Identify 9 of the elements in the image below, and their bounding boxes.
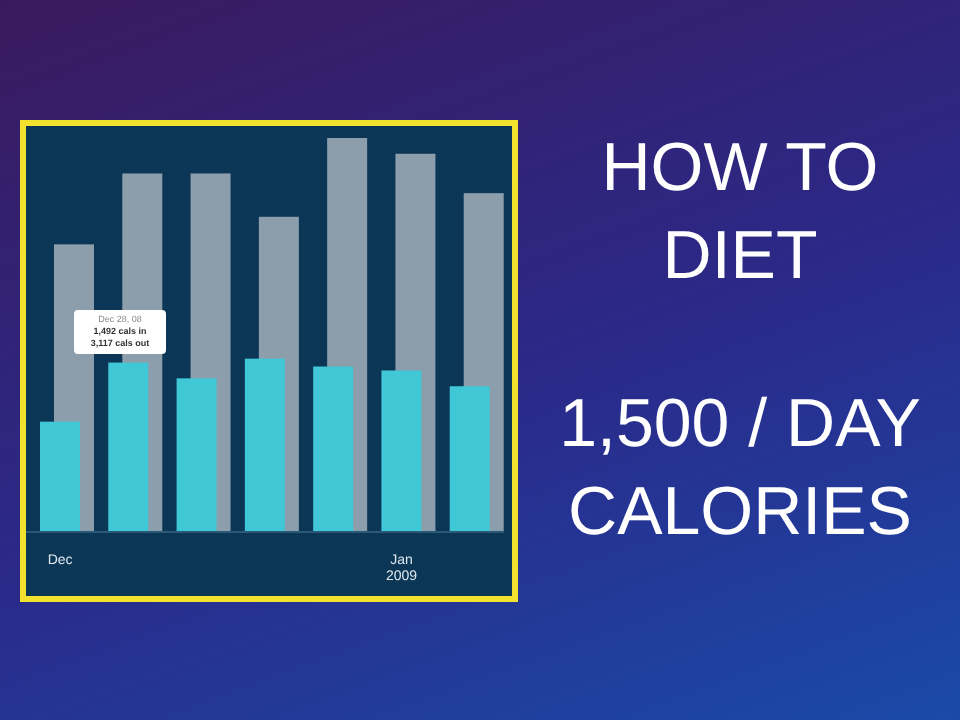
- bar: [381, 370, 422, 532]
- bar: [176, 378, 217, 532]
- text: HOW TO DIET: [599, 128, 881, 298]
- bar: [313, 366, 354, 532]
- bar: [244, 358, 285, 532]
- bar: [108, 362, 149, 532]
- bar: [40, 421, 80, 532]
- text: 1,500 / DAY CALORIES: [557, 384, 923, 554]
- bar: [449, 386, 490, 532]
